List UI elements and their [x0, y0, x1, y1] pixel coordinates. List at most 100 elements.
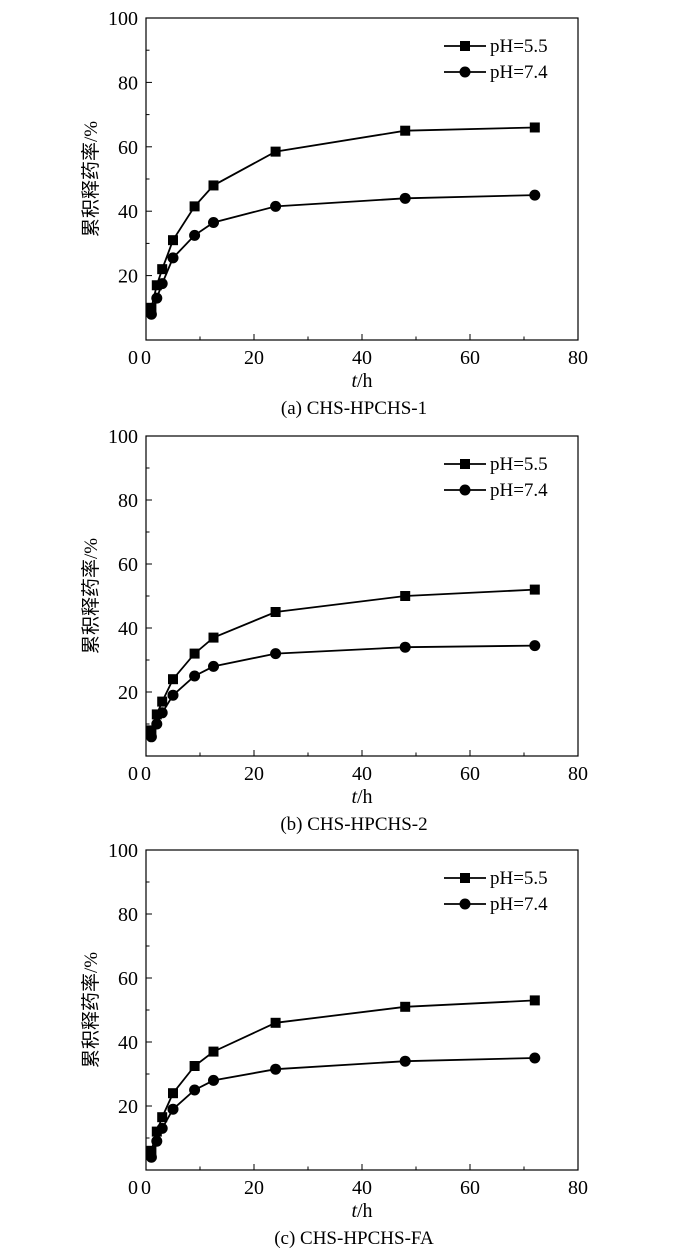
origin-label: 0 [128, 347, 138, 369]
data-point-circle [167, 689, 179, 701]
data-point-square [400, 591, 411, 601]
data-point-circle [529, 1052, 541, 1064]
data-point-circle [189, 229, 201, 241]
x-axis-title-unit: /h [357, 370, 373, 392]
panel-caption: (c) CHS-HPCHS-FA [274, 1228, 434, 1249]
x-axis-title-unit: /h [357, 786, 373, 808]
x-tick-label: 20 [244, 763, 264, 785]
x-tick-label: 20 [244, 1177, 264, 1199]
data-point-square [168, 1088, 178, 1099]
x-tick-label: 80 [568, 763, 588, 785]
data-point-square [189, 648, 200, 659]
data-point-square [146, 302, 157, 313]
data-point-square [157, 696, 168, 707]
legend-marker-square [460, 41, 470, 51]
series-line-ph-5-5 [150, 126, 535, 309]
data-point-square [529, 995, 540, 1006]
data-point-square [168, 235, 178, 246]
data-point-square [157, 1112, 168, 1123]
y-tick-label: 60 [118, 968, 138, 990]
series-line-ph-7-4 [150, 194, 535, 315]
legend-marker-square [460, 459, 470, 469]
legend-marker-circle [459, 66, 471, 78]
x-tick-label: 40 [352, 1177, 372, 1199]
y-tick-label: 20 [118, 1096, 138, 1118]
x-axis-title-var: t [351, 786, 357, 808]
data-point-square [151, 709, 162, 720]
data-point-circle [151, 292, 163, 304]
series-line-ph-7-4 [150, 644, 535, 738]
y-tick-label: 100 [108, 840, 138, 862]
legend-label: pH=5.5 [490, 868, 548, 889]
x-tick-label: 0 [141, 763, 151, 785]
data-point-circle [151, 718, 163, 730]
data-point-circle [145, 731, 157, 743]
y-tick-label: 20 [118, 266, 138, 288]
legend-label: pH=5.5 [490, 454, 548, 475]
data-point-square [146, 1145, 157, 1156]
data-point-square [400, 1001, 411, 1012]
data-point-square [529, 584, 540, 595]
data-point-square [189, 201, 200, 212]
x-tick-label: 0 [141, 1177, 151, 1199]
y-axis-title: 累积释药率/% [80, 121, 102, 237]
legend-marker-square [460, 873, 470, 883]
data-point-circle [167, 252, 179, 264]
data-point-square [146, 725, 157, 736]
data-point-circle [145, 1151, 157, 1163]
y-tick-label: 60 [118, 554, 138, 576]
series-line-ph-7-4 [150, 1057, 535, 1158]
data-point-circle [167, 1103, 179, 1115]
chart-panel-1: 0 20 40 60 80 20 40 60 80 100 0 t/h 累积释药率/% (b) CHS-H… [80, 426, 588, 835]
y-tick-label: 20 [118, 682, 138, 704]
y-tick-label: 80 [118, 72, 138, 94]
origin-label: 0 [128, 1177, 138, 1199]
legend-label: pH=7.4 [490, 480, 548, 501]
data-point-square [270, 146, 281, 157]
x-tick-label: 40 [352, 763, 372, 785]
legend-label: pH=5.5 [490, 36, 548, 57]
x-tick-label: 80 [568, 1177, 588, 1199]
y-tick-label: 80 [118, 904, 138, 926]
chart-panel-2: 0 20 40 60 80 20 40 60 80 100 0 t/h 累积释药率/% (c) CHS-H… [80, 840, 588, 1249]
data-point-circle [189, 670, 201, 682]
data-point-circle [270, 1063, 282, 1075]
data-point-square [151, 1126, 162, 1137]
x-tick-label: 80 [568, 347, 588, 369]
data-point-circle [145, 308, 157, 320]
x-tick-label: 20 [244, 347, 264, 369]
x-tick-label: 40 [352, 347, 372, 369]
x-axis-title: t/h [351, 370, 372, 392]
data-point-square [189, 1061, 200, 1071]
x-axis-title: t/h [351, 786, 372, 808]
data-point-square [270, 1017, 281, 1028]
x-tick-label: 60 [460, 1177, 480, 1199]
data-point-circle [529, 640, 541, 652]
chart-panel-0: 0 20 40 60 80 20 40 60 80 100 0 t/h 累积释药率/% (a) CHS-H… [80, 8, 588, 419]
legend-marker-circle [459, 898, 471, 910]
data-point-circle [208, 660, 219, 672]
y-axis-title: 累积释药率/% [80, 538, 102, 654]
y-tick-label: 100 [108, 426, 138, 448]
data-point-square [208, 180, 219, 191]
data-point-square [270, 607, 281, 617]
data-point-square [151, 280, 162, 291]
y-tick-label: 80 [118, 490, 138, 512]
data-point-circle [156, 707, 168, 719]
series-line-ph-5-5 [150, 588, 535, 731]
y-tick-label: 60 [118, 137, 138, 159]
x-tick-label: 60 [460, 763, 480, 785]
data-point-square [157, 264, 168, 275]
panel-caption: (a) CHS-HPCHS-1 [281, 398, 427, 419]
data-point-square [208, 632, 219, 643]
panel-caption: (b) CHS-HPCHS-2 [280, 814, 427, 835]
data-point-circle [399, 192, 411, 204]
series-line-ph-5-5 [150, 999, 535, 1152]
legend-marker-circle [459, 484, 471, 496]
data-point-circle [189, 1084, 201, 1096]
x-axis-title-var: t [351, 370, 357, 392]
data-point-square [400, 125, 411, 136]
y-tick-label: 40 [118, 1032, 138, 1054]
x-axis-title-unit: /h [357, 1200, 373, 1222]
